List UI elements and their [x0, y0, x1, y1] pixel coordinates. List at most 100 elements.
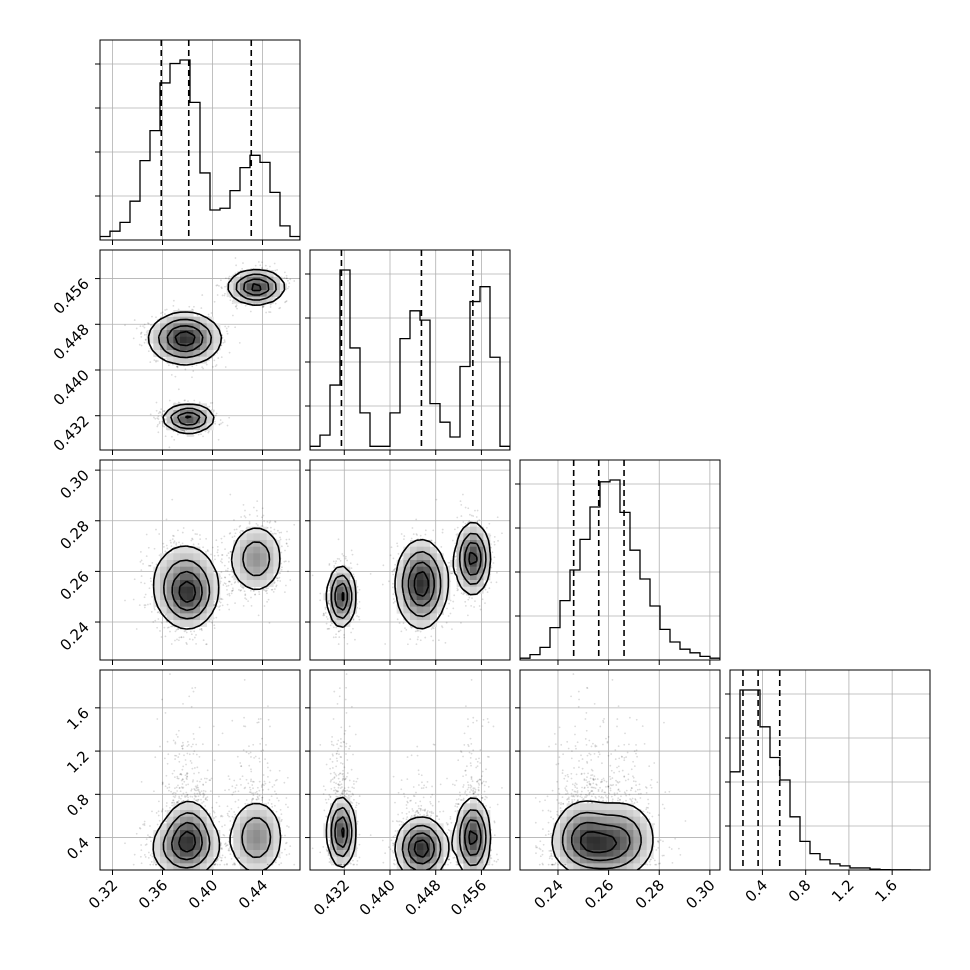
- sample-point: [175, 628, 178, 631]
- sample-point: [268, 521, 271, 524]
- sample-point: [226, 424, 229, 427]
- panels-layer: [95, 39, 931, 875]
- sample-point: [241, 267, 244, 270]
- sample-point: [266, 600, 268, 603]
- sample-point: [178, 636, 181, 639]
- density-cell: [160, 336, 167, 344]
- sample-point: [155, 563, 158, 566]
- axes-frame: [99, 249, 301, 451]
- sample-point: [213, 300, 216, 303]
- sample-point: [280, 276, 283, 279]
- sample-point: [231, 590, 233, 592]
- sample-point: [154, 417, 157, 420]
- sample-point: [254, 593, 256, 596]
- sample-point: [213, 604, 216, 606]
- sample-point: [266, 268, 269, 270]
- sample-point: [228, 351, 231, 354]
- sample-point: [284, 549, 286, 552]
- sample-point: [147, 322, 150, 325]
- sample-point: [231, 589, 234, 592]
- sample-point: [234, 257, 237, 259]
- sample-point: [177, 628, 180, 630]
- density-cell: [186, 336, 194, 344]
- sample-point: [237, 581, 240, 584]
- sample-point: [231, 302, 234, 305]
- sample-point: [283, 591, 286, 594]
- sample-point: [172, 363, 174, 366]
- density-cell: [200, 336, 207, 344]
- sample-point: [152, 621, 155, 623]
- sample-point: [183, 399, 186, 402]
- sample-point: [176, 365, 179, 368]
- sample-point: [177, 308, 180, 311]
- sample-point: [172, 534, 174, 537]
- sample-point: [286, 287, 289, 290]
- sample-point: [238, 341, 241, 344]
- density-cell: [166, 410, 174, 417]
- sample-point: [225, 585, 228, 588]
- sample-point: [293, 280, 296, 282]
- sample-point: [231, 571, 234, 573]
- sample-point: [140, 344, 143, 347]
- sample-point: [184, 368, 187, 371]
- panel-1-0: [95, 249, 301, 455]
- sample-point: [249, 310, 252, 313]
- sample-point: [201, 294, 204, 296]
- sample-point: [279, 306, 282, 309]
- sample-point: [244, 509, 246, 512]
- sample-point: [231, 576, 234, 578]
- sample-point: [155, 528, 157, 531]
- sample-point: [175, 542, 178, 544]
- sample-point: [228, 532, 231, 535]
- density-cell: [213, 343, 221, 351]
- sample-point: [175, 365, 178, 368]
- sample-point: [227, 567, 229, 570]
- density-cell: [173, 416, 181, 424]
- sample-point: [259, 264, 262, 267]
- sample-point: [150, 324, 152, 326]
- sample-point: [183, 430, 186, 433]
- sample-point: [221, 294, 224, 297]
- sample-point: [147, 546, 150, 549]
- sample-point: [235, 305, 238, 308]
- sample-point: [242, 503, 245, 506]
- sample-point: [269, 306, 272, 308]
- sample-point: [280, 562, 283, 565]
- density-cell: [206, 410, 214, 417]
- sample-point: [200, 307, 203, 309]
- sample-point: [231, 314, 234, 317]
- density-cell: [246, 296, 254, 304]
- sample-point: [142, 563, 144, 565]
- density-cell: [266, 283, 274, 291]
- sample-point: [211, 401, 214, 404]
- sample-point: [151, 583, 154, 586]
- sample-point: [215, 364, 218, 366]
- sample-point: [261, 525, 264, 528]
- sample-point: [168, 399, 171, 402]
- sample-point: [191, 638, 194, 641]
- density-cell: [213, 330, 221, 337]
- sample-point: [140, 336, 143, 338]
- sample-point: [245, 598, 248, 601]
- sample-point: [261, 266, 263, 269]
- sample-point: [191, 376, 193, 379]
- sample-point: [167, 364, 170, 367]
- sample-point: [233, 535, 236, 538]
- sample-point: [143, 341, 146, 344]
- sample-point: [249, 589, 252, 592]
- sample-point: [229, 532, 232, 534]
- sample-point: [171, 538, 174, 540]
- density-cell: [240, 296, 247, 304]
- density-cell: [240, 270, 247, 277]
- sample-point: [244, 304, 247, 307]
- sample-point: [234, 602, 236, 605]
- sample-point: [228, 416, 231, 419]
- sample-point: [224, 285, 226, 288]
- density-cell: [180, 323, 187, 331]
- density-cell: [246, 283, 254, 291]
- sample-point: [228, 594, 231, 597]
- sample-point: [285, 538, 288, 541]
- density-cell: [213, 336, 221, 344]
- sample-point: [216, 294, 219, 296]
- sample-point: [211, 546, 214, 549]
